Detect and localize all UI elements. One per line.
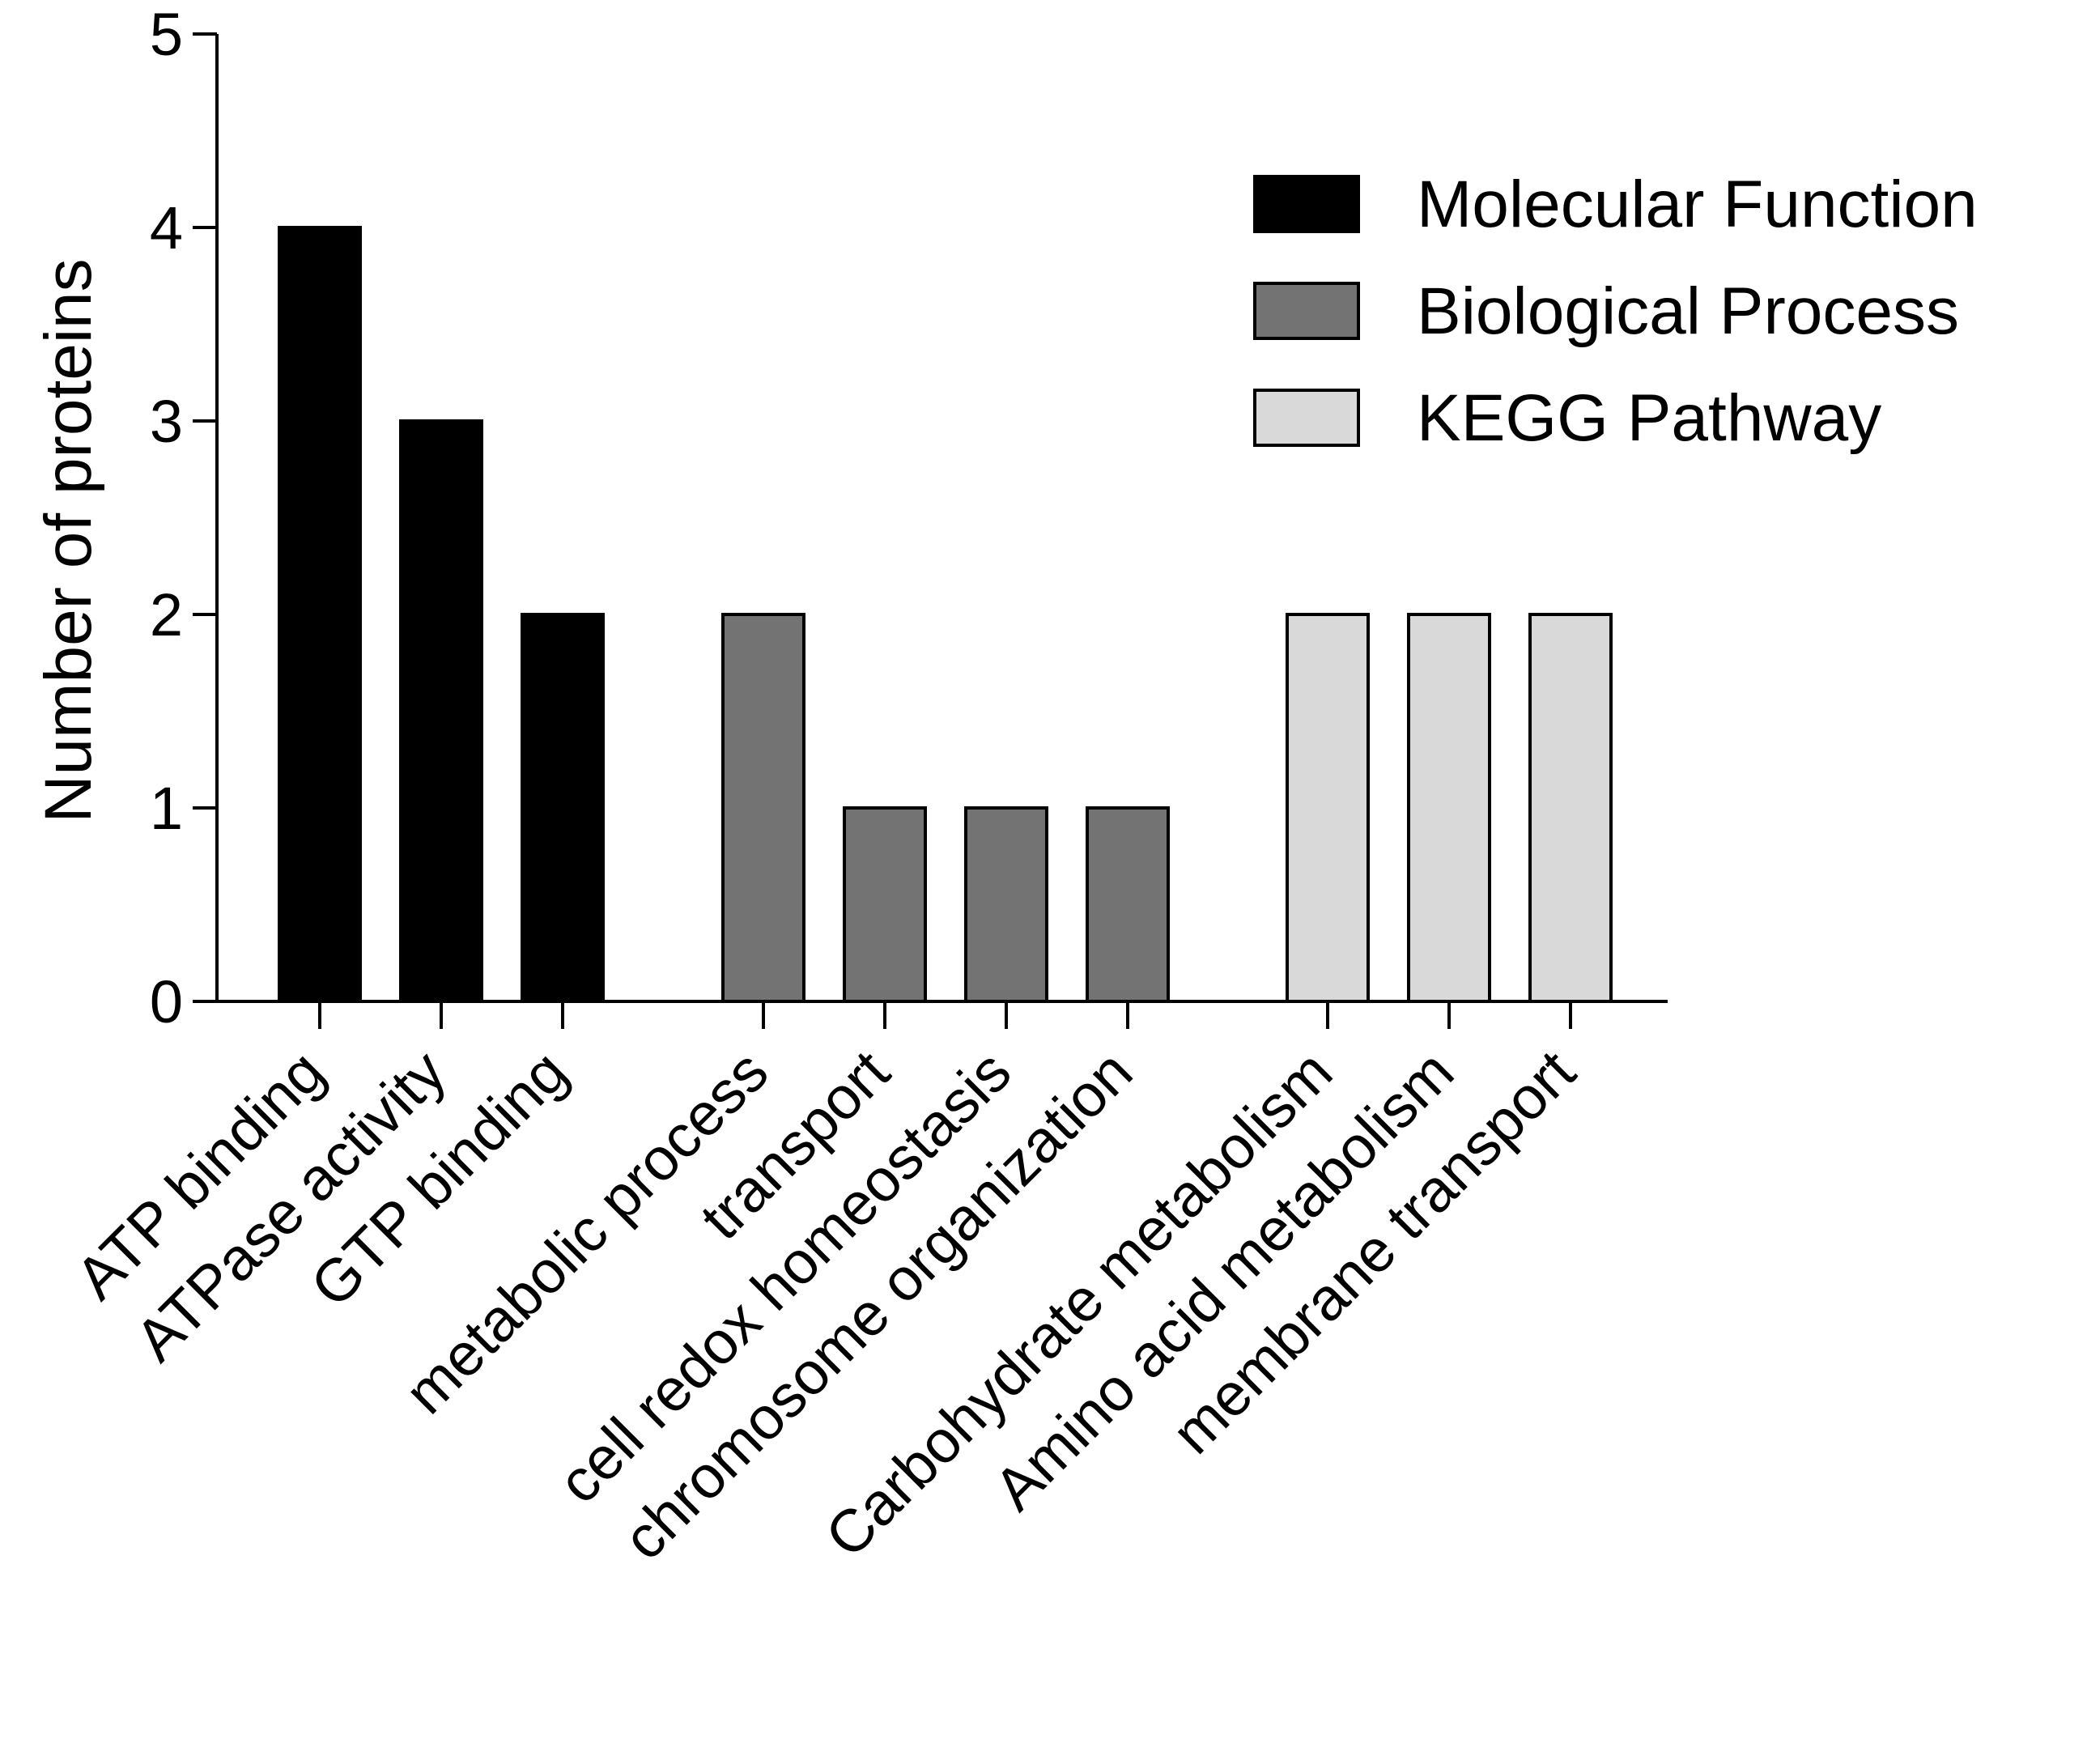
y-axis: 0 1 2 3 4 5 <box>150 1 219 1035</box>
bar <box>1086 806 1170 1003</box>
legend-label: Molecular Function <box>1417 168 1978 241</box>
bar <box>964 806 1048 1003</box>
y-tick-label: 3 <box>150 388 183 455</box>
y-tick-label: 1 <box>150 775 183 842</box>
bar <box>1407 613 1491 1003</box>
x-axis <box>217 1000 1668 1029</box>
y-tick-label: 5 <box>150 1 183 68</box>
y-tick-label: 0 <box>150 968 183 1035</box>
bar <box>1528 613 1613 1003</box>
legend-swatch <box>1253 175 1360 233</box>
legend: Molecular Function Biological Process KEGG… <box>1253 168 1978 455</box>
bar <box>278 226 362 1003</box>
bar <box>721 613 805 1003</box>
legend-label: Biological Process <box>1417 274 1959 348</box>
bar <box>1286 613 1370 1003</box>
legend-swatch <box>1253 389 1360 447</box>
legend-swatch <box>1253 282 1360 340</box>
bar <box>521 613 605 1003</box>
y-tick-label: 4 <box>150 194 183 261</box>
bars <box>278 226 1613 1003</box>
legend-label: KEGG Pathway <box>1417 381 1881 455</box>
y-axis-title: Number of proteins <box>32 258 105 822</box>
bar <box>843 806 927 1003</box>
bar <box>399 419 483 1003</box>
y-tick-label: 2 <box>150 581 183 648</box>
